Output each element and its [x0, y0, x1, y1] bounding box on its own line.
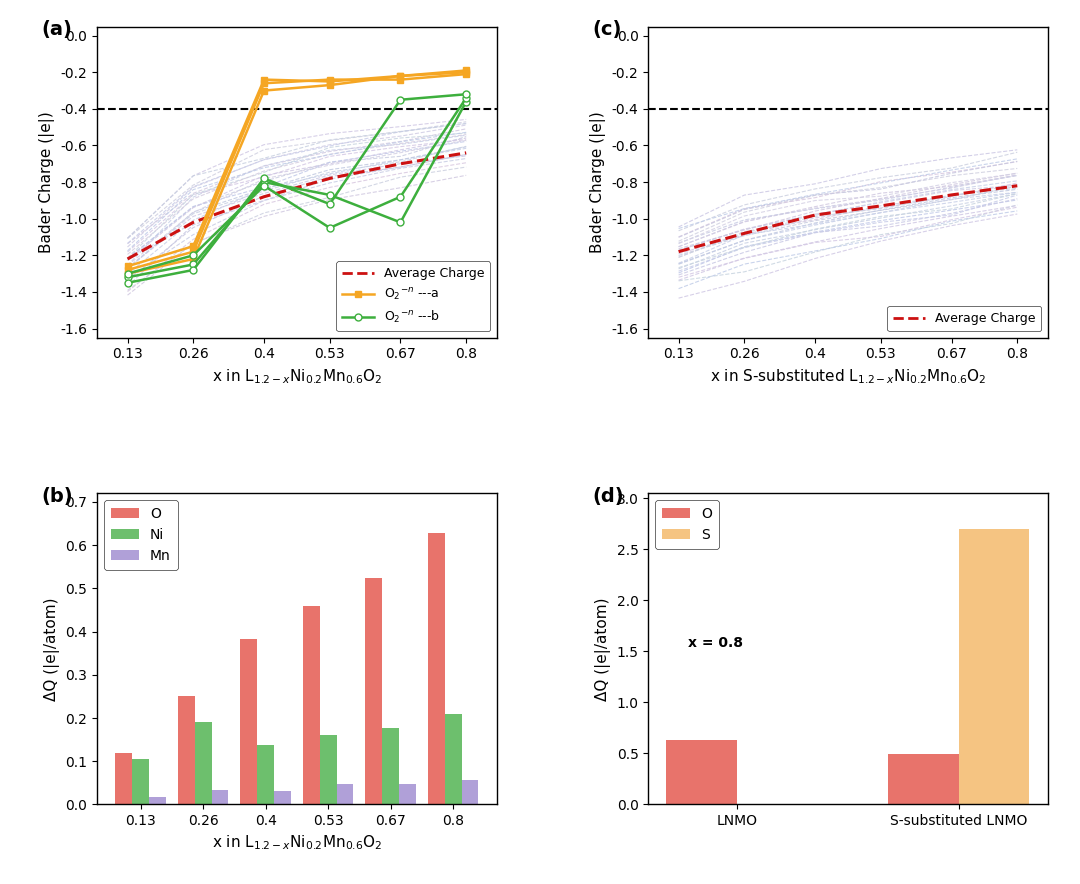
Bar: [666, 740, 738, 804]
Bar: [382, 728, 399, 804]
X-axis label: x in S-substituted L$_{1.2-x}$Ni$_{0.2}$Mn$_{0.6}$O$_2$: x in S-substituted L$_{1.2-x}$Ni$_{0.2}$…: [710, 367, 986, 385]
Average Charge: [121, 254, 134, 264]
Bar: [445, 713, 461, 804]
Legend: O, Ni, Mn: O, Ni, Mn: [104, 500, 178, 570]
Average Charge: [875, 201, 888, 211]
Average Charge: [738, 228, 751, 239]
Bar: [320, 735, 337, 804]
Text: x = 0.8: x = 0.8: [688, 636, 743, 650]
Bar: [959, 529, 1029, 804]
Bar: [241, 639, 257, 804]
Text: (d): (d): [592, 487, 624, 506]
X-axis label: x in L$_{1.2-x}$Ni$_{0.2}$Mn$_{0.6}$O$_2$: x in L$_{1.2-x}$Ni$_{0.2}$Mn$_{0.6}$O$_2…: [212, 834, 382, 852]
Average Charge: [460, 148, 473, 158]
Bar: [428, 533, 445, 804]
Bar: [399, 784, 416, 804]
Average Charge: [945, 189, 958, 200]
Y-axis label: Bader Charge (|e|): Bader Charge (|e|): [39, 111, 55, 253]
Bar: [274, 790, 291, 804]
Line: Average Charge: Average Charge: [678, 186, 1017, 252]
Bar: [888, 754, 959, 804]
Average Charge: [809, 210, 822, 220]
Average Charge: [187, 217, 200, 228]
Text: (c): (c): [592, 20, 622, 39]
Bar: [194, 722, 212, 804]
Legend: O, S: O, S: [656, 500, 719, 549]
Y-axis label: ΔQ (|e|/atom): ΔQ (|e|/atom): [44, 597, 59, 701]
Bar: [461, 780, 478, 804]
Bar: [132, 759, 149, 804]
Text: (a): (a): [41, 20, 72, 39]
Y-axis label: Bader Charge (|e|): Bader Charge (|e|): [590, 111, 606, 253]
Average Charge: [1011, 180, 1024, 191]
X-axis label: x in L$_{1.2-x}$Ni$_{0.2}$Mn$_{0.6}$O$_2$: x in L$_{1.2-x}$Ni$_{0.2}$Mn$_{0.6}$O$_2…: [212, 367, 382, 385]
Bar: [337, 784, 353, 804]
Bar: [365, 578, 382, 804]
Bar: [178, 697, 194, 804]
Text: (b): (b): [41, 487, 73, 506]
Average Charge: [672, 247, 685, 257]
Average Charge: [257, 192, 270, 202]
Legend: Average Charge, O$_2$$^{-n}$ ---a, O$_2$$^{-n}$ ---b: Average Charge, O$_2$$^{-n}$ ---a, O$_2$…: [336, 262, 490, 332]
Bar: [257, 745, 274, 804]
Legend: Average Charge: Average Charge: [887, 306, 1041, 332]
Bar: [302, 606, 320, 804]
Y-axis label: ΔQ (|e|/atom): ΔQ (|e|/atom): [595, 597, 611, 701]
Bar: [116, 753, 132, 804]
Average Charge: [323, 173, 336, 184]
Bar: [149, 796, 166, 804]
Line: Average Charge: Average Charge: [127, 153, 467, 259]
Bar: [212, 790, 229, 804]
Average Charge: [394, 158, 407, 169]
